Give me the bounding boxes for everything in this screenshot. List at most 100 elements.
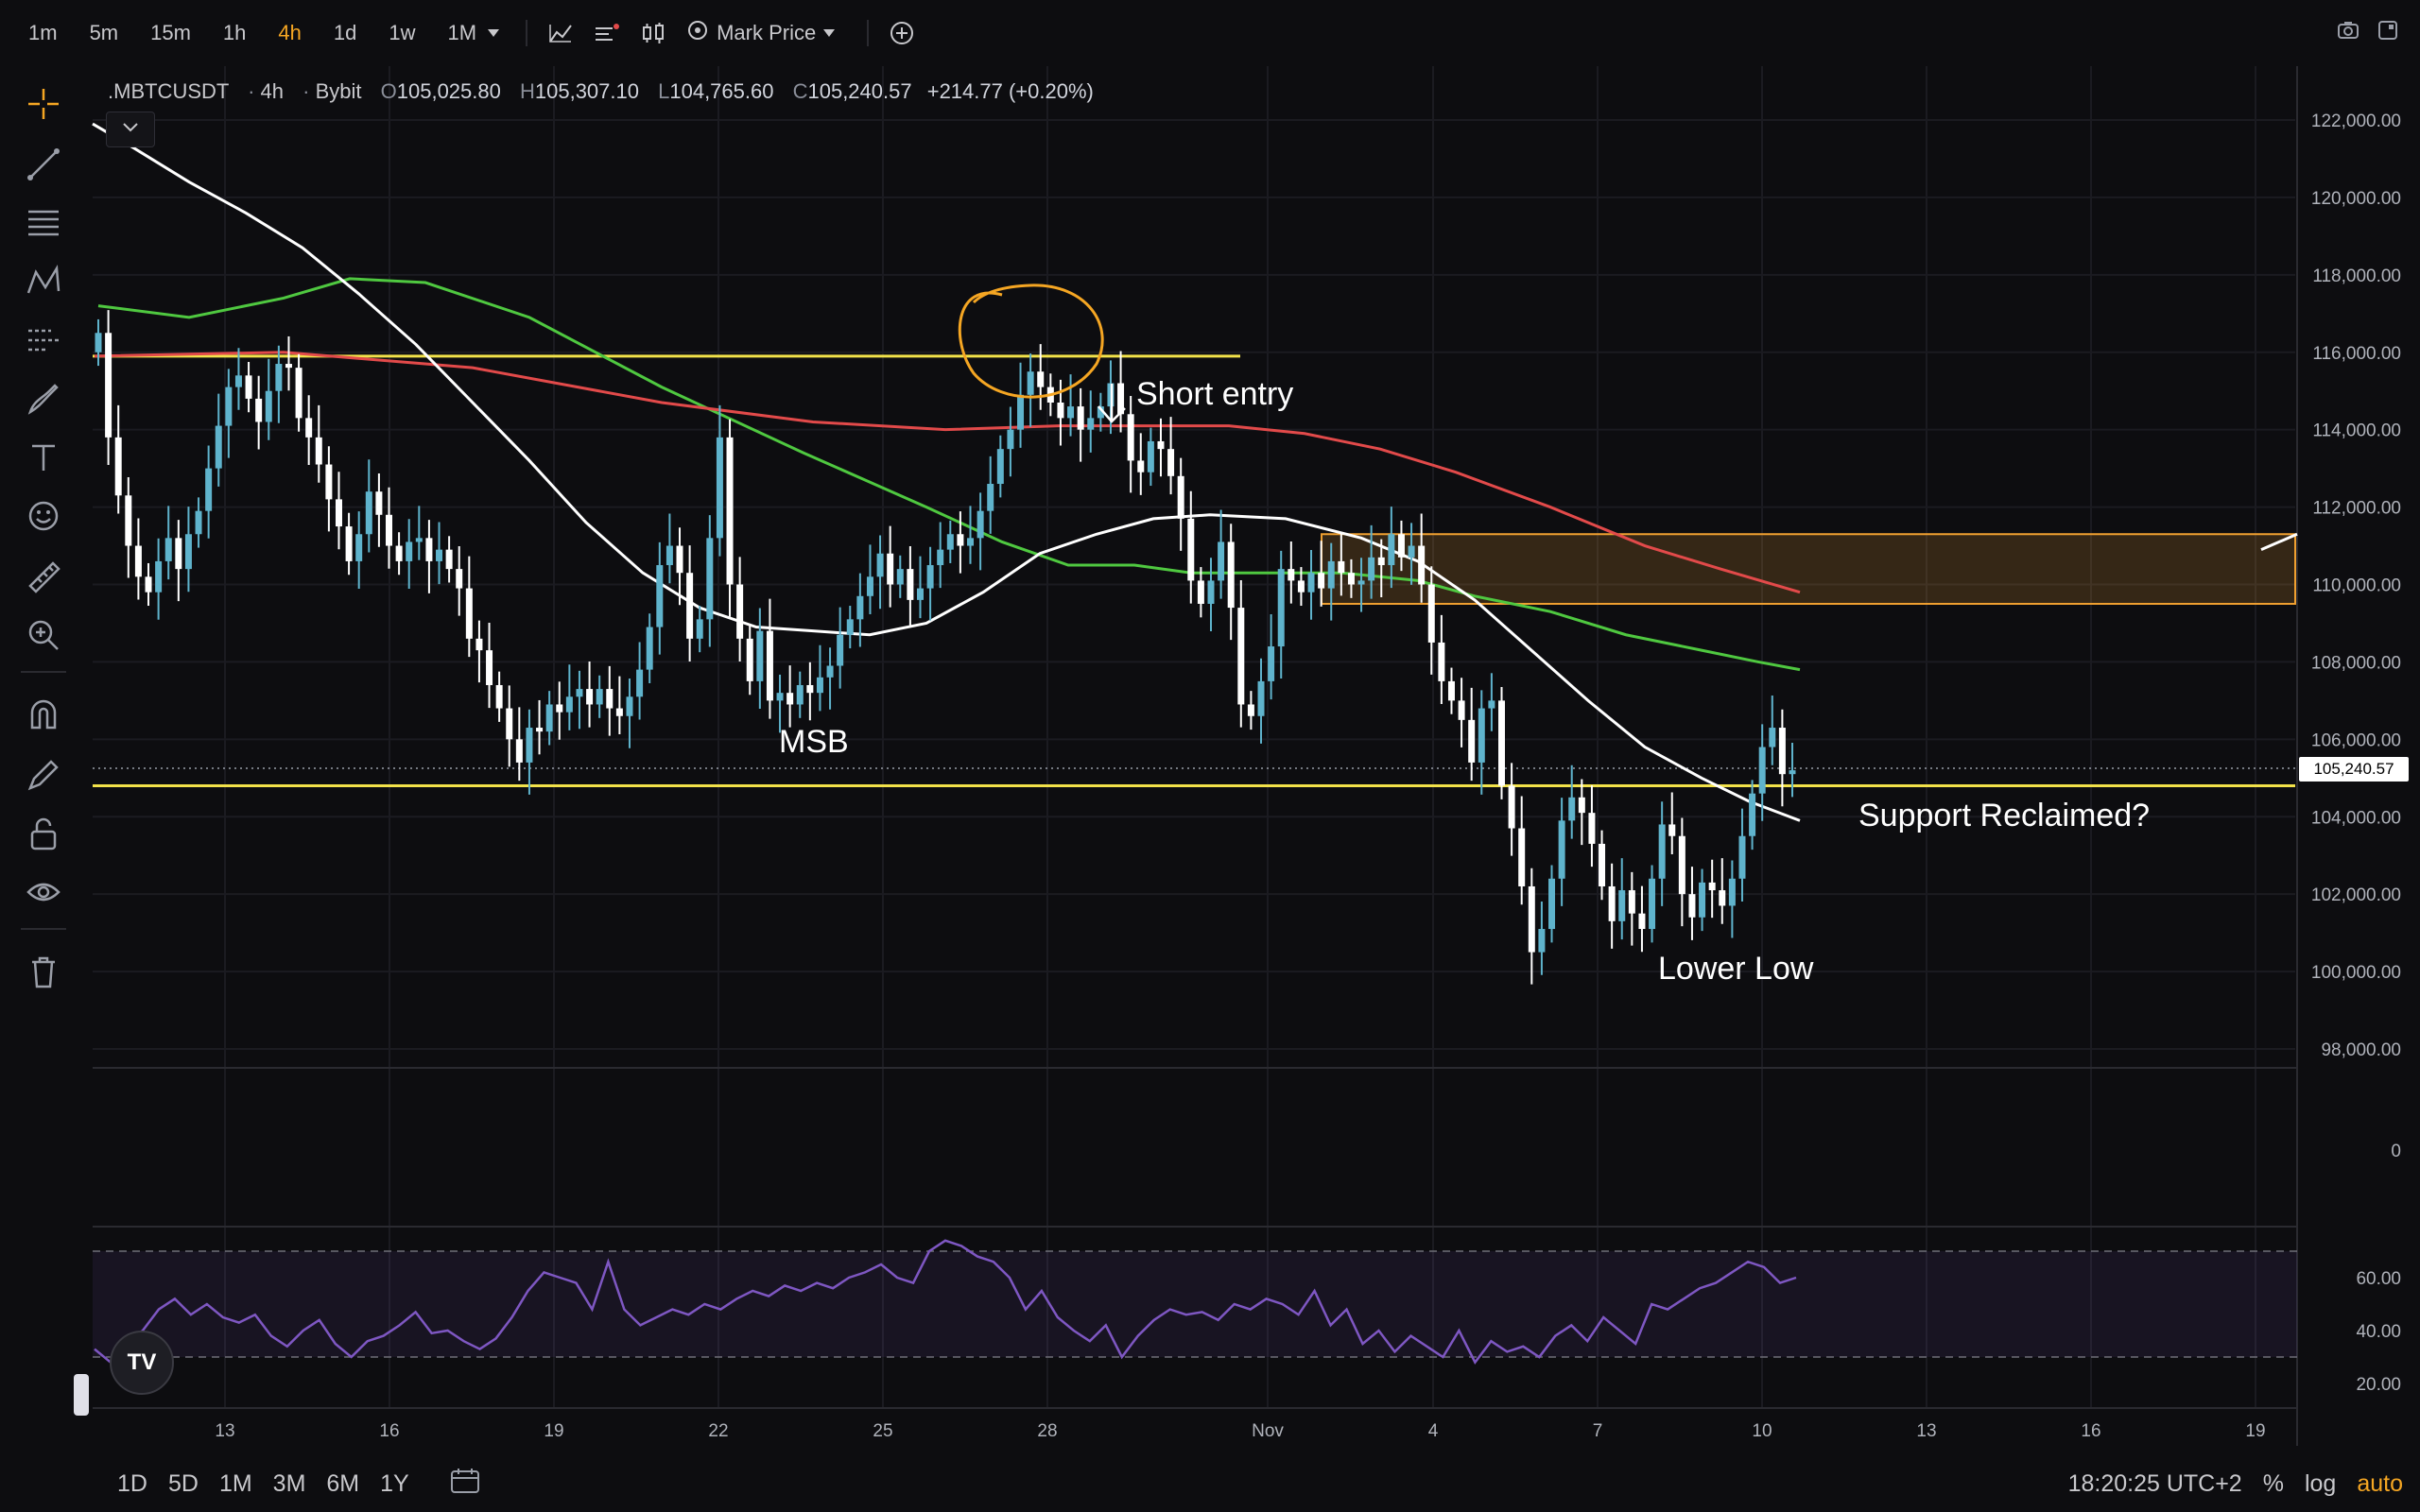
candle-body [907,569,914,600]
candle-body [967,538,975,546]
range-1Y[interactable]: 1Y [380,1469,409,1497]
timeframe-dropdown-icon[interactable] [488,29,500,37]
candle-body [1699,882,1706,918]
annotation-support-reclaimed: Support Reclaimed? [1858,798,2151,833]
candle-body [1307,573,1315,593]
time-axis-label: 13 [215,1421,234,1441]
log-toggle[interactable]: log [2304,1469,2337,1497]
candle-body [1528,885,1535,953]
range-6M[interactable]: 6M [326,1469,360,1497]
fullscreen-icon[interactable] [2377,19,2399,46]
trend-line-icon[interactable] [23,144,64,185]
candle-body [987,484,994,511]
timeframe-1h[interactable]: 1h [222,21,247,44]
trash-icon[interactable] [23,951,64,992]
candles-icon[interactable] [641,22,666,44]
candle-body [225,387,233,426]
candle-body [786,693,794,705]
timeframe-5m[interactable]: 5m [89,21,119,44]
lock-icon[interactable] [23,813,64,854]
timeframe-4h[interactable]: 4h [278,21,302,44]
candle-body [345,526,353,561]
candle-body [1288,569,1295,581]
add-plus-icon[interactable] [890,21,914,45]
candle-body [736,584,744,639]
timeframe-1d[interactable]: 1d [333,21,357,44]
candle-body [1488,700,1495,709]
candle-body [1007,429,1014,450]
candle-body [145,576,152,593]
goto-date-icon[interactable] [449,1467,481,1502]
time-axis-label: 4 [1428,1421,1439,1441]
candle-body [1247,704,1254,716]
auto-toggle[interactable]: auto [2357,1469,2403,1497]
candle-body [355,534,363,561]
candle-body [305,418,313,438]
candle-body [726,437,734,585]
candle-body [95,333,102,352]
candle-body [1067,406,1075,419]
range-1D[interactable]: 1D [117,1469,147,1497]
toolbar-collapse-handle[interactable] [74,1374,89,1416]
candle-body [184,534,192,570]
pattern-icon[interactable] [23,261,64,302]
candle-body [937,549,944,566]
candle-body [195,510,202,535]
candle-body [1147,440,1154,472]
candle-body [506,708,513,740]
brush-icon[interactable] [23,378,64,420]
candle-body [716,437,723,539]
candle-body [686,573,694,639]
fib-retracement-icon[interactable] [23,202,64,244]
clock[interactable]: 18:20:25 UTC+2 [2067,1469,2242,1497]
zoom-in-icon[interactable] [23,614,64,656]
annotation-lower-low: Lower Low [1658,951,1814,987]
candle-body [606,689,614,709]
ruler-icon[interactable] [23,556,64,597]
forecast-icon[interactable] [23,319,64,361]
candle-body [285,364,292,369]
candle-body [846,619,854,635]
price-type-dropdown[interactable]: Mark Price [686,19,836,47]
candle-body [626,696,633,716]
emoji-icon[interactable] [23,495,64,537]
eye-icon[interactable] [23,871,64,913]
candle-body [386,514,393,546]
range-3M[interactable]: 3M [272,1469,306,1497]
crosshair-icon[interactable] [23,83,64,125]
timeframe-1w[interactable]: 1w [389,21,416,44]
text-icon[interactable] [23,437,64,478]
timeframe-1M[interactable]: 1M [447,21,477,44]
camera-icon[interactable] [2337,19,2360,46]
candle-body [175,538,182,570]
candle-body [205,468,213,511]
indicators-icon[interactable] [548,23,573,43]
legend-collapse-button[interactable] [106,112,155,147]
timeframe-15m[interactable]: 15m [150,21,191,44]
candle-body [255,398,263,422]
toolbar-divider [526,20,528,46]
price-axis-label: 118,000.00 [2312,266,2401,286]
timeframe-1m[interactable]: 1m [28,21,58,44]
toolbar-divider [867,20,870,46]
legend-symbol[interactable]: .MBTCUSDT [108,79,229,103]
time-axis-label: Nov [1252,1421,1284,1441]
price-type-label: Mark Price [717,21,817,44]
indicator-settings-icon[interactable] [594,23,620,43]
tradingview-logo: TV [110,1331,174,1395]
edit-pencil-icon[interactable] [23,754,64,796]
percent-toggle[interactable]: % [2262,1469,2284,1497]
range-1M[interactable]: 1M [218,1469,252,1497]
price-axis-label: 120,000.00 [2311,189,2401,209]
candle-body [1077,406,1084,430]
candle-body [1558,820,1565,879]
candle-body [996,449,1004,485]
candle-body [1778,728,1786,775]
candle-body [946,534,954,550]
candle-body [1708,882,1716,891]
magnet-icon[interactable] [23,694,64,735]
range-5D[interactable]: 5D [167,1469,199,1497]
supply-zone [1321,533,2296,605]
candle-body [1347,573,1355,585]
